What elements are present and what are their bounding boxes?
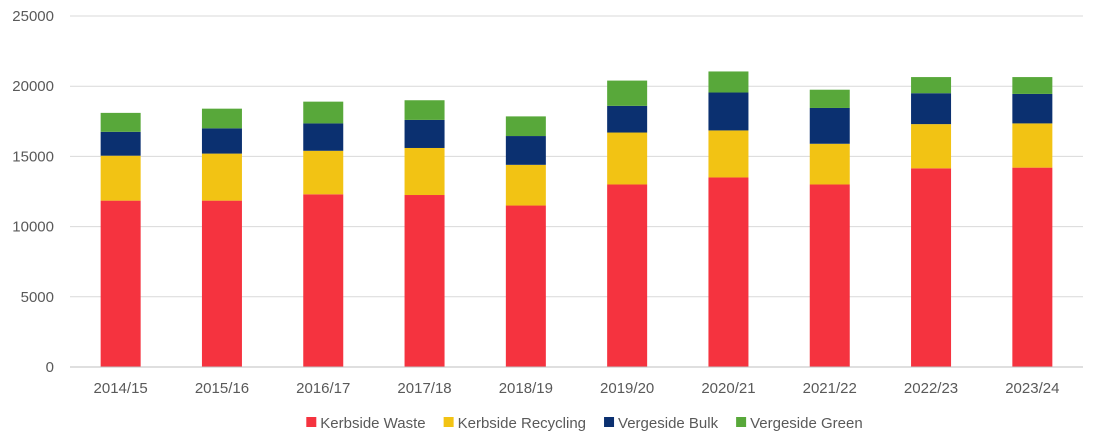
bar-segment [505, 205, 546, 367]
bar-segment [303, 101, 344, 124]
bar-segment [607, 132, 648, 185]
bar-segment [809, 143, 850, 185]
legend-swatch [443, 417, 454, 427]
x-tick-label: 2023/24 [1005, 380, 1059, 397]
bar-segment [303, 123, 344, 151]
bar-segment [1012, 93, 1053, 124]
bar-segment [809, 89, 850, 108]
y-tick-label: 15000 [12, 148, 54, 165]
bar-segment [911, 124, 952, 169]
bars [100, 71, 1053, 367]
axes: 0 5000 10000 15000 20000 25000 2014/15 2015/16 2… [12, 8, 1083, 397]
bar-segment [1012, 77, 1053, 94]
bar-segment [404, 119, 445, 148]
legend-label: Kerbside Recycling [458, 415, 586, 432]
legend-label: Kerbside Waste [320, 415, 425, 432]
legend-swatch [736, 417, 747, 427]
x-tick-label: 2018/19 [499, 380, 553, 397]
bar-segment [404, 195, 445, 367]
bar-segment [201, 128, 242, 154]
bar-segment [607, 184, 648, 367]
bar-segment [708, 177, 749, 367]
x-tick-label: 2021/22 [803, 380, 857, 397]
y-tick-label: 25000 [12, 8, 54, 25]
x-tick-label: 2016/17 [296, 380, 350, 397]
bar-segment [100, 112, 141, 132]
legend-label: Vergeside Bulk [618, 415, 719, 432]
bar-segment [505, 164, 546, 206]
bar-segment [911, 77, 952, 94]
y-tick-label: 5000 [21, 289, 54, 306]
bar-segment [1012, 123, 1053, 168]
bar-segment [100, 155, 141, 201]
y-tick-label: 0 [46, 359, 54, 376]
x-tick-label: 2020/21 [701, 380, 755, 397]
bar-segment [100, 131, 141, 156]
legend-swatch [604, 417, 615, 427]
bar-segment [505, 116, 546, 137]
bar-segment [303, 150, 344, 195]
legend: Kerbside Waste Kerbside Recycling Vergesid… [306, 415, 863, 432]
bar-segment [708, 71, 749, 93]
legend-label: Vergeside Green [750, 415, 863, 432]
bar-segment [809, 107, 850, 144]
bar-segment [607, 105, 648, 133]
bar-segment [505, 136, 546, 165]
bar-segment [303, 194, 344, 367]
bar-segment [708, 130, 749, 178]
bar-segment [201, 108, 242, 129]
bar-segment [201, 153, 242, 201]
x-tick-label: 2014/15 [94, 380, 148, 397]
y-tick-label: 10000 [12, 219, 54, 236]
bar-segment [404, 100, 445, 120]
y-tick-label: 20000 [12, 78, 54, 95]
bar-segment [911, 93, 952, 125]
bar-segment [708, 92, 749, 131]
bar-segment [404, 147, 445, 196]
bar-segment [1012, 167, 1053, 367]
x-tick-label: 2017/18 [397, 380, 451, 397]
bar-segment [100, 200, 141, 367]
bar-segment [607, 80, 648, 106]
x-tick-label: 2022/23 [904, 380, 958, 397]
legend-swatch [306, 417, 317, 427]
bar-segment [911, 168, 952, 367]
bar-segment [809, 184, 850, 367]
x-tick-label: 2015/16 [195, 380, 249, 397]
bar-segment [201, 200, 242, 367]
x-tick-label: 2019/20 [600, 380, 654, 397]
